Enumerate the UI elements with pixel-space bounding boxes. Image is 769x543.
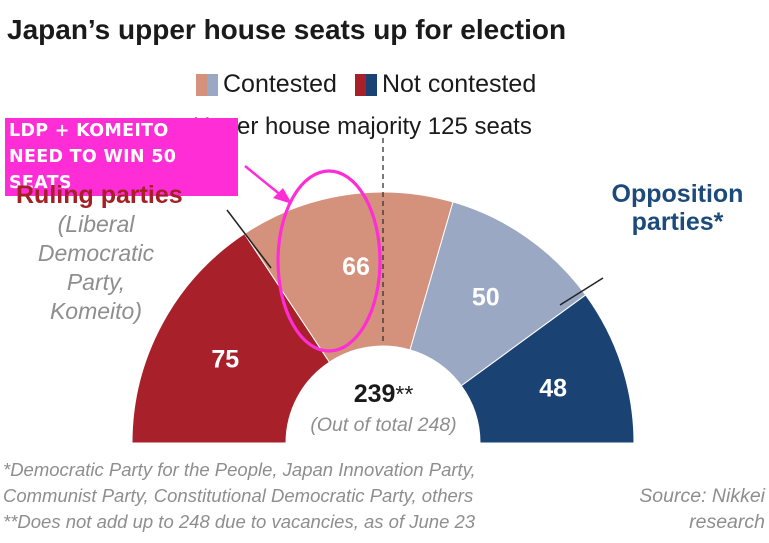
- segment-opposition-contested: [409, 201, 587, 387]
- segment-ruling-contested: [243, 191, 454, 363]
- value-label-opposition-contested: 50: [472, 283, 500, 311]
- ruling-sub-line-1: (Liberal: [57, 211, 135, 237]
- total-seats-subtitle: (Out of total 248): [310, 414, 457, 436]
- ruling-sub-line-4: Komeito): [49, 298, 143, 324]
- opposition-title-line-2: parties*: [631, 208, 724, 236]
- ruling-parties-subtitle: (Liberal Democratic Party, Komeito): [20, 210, 172, 326]
- ruling-sub-line-3: Party,: [66, 269, 126, 295]
- value-label-opposition-not-contested: 48: [539, 374, 567, 402]
- legend-swatch-contested: [196, 73, 218, 96]
- ruling-divider-line: [226, 209, 272, 269]
- annotation-arrow-line: [244, 165, 283, 197]
- chart-segments: [131, 191, 635, 444]
- opposition-divider-line: [559, 277, 604, 306]
- segment-opposition-not-contested: [460, 294, 635, 444]
- source-line-1: Source: Nikkei: [639, 485, 765, 507]
- legend-label-contested: Contested: [223, 70, 337, 98]
- legend-swatch-not-contested: [354, 73, 377, 96]
- annotation-box: LDP + KOMEITO NEED TO WIN 50 SEATS: [5, 118, 238, 196]
- annotation-arrow-head: [273, 188, 292, 204]
- ruling-parties-title: Ruling parties: [16, 181, 183, 209]
- value-labels: 75 66 50 48: [211, 253, 567, 402]
- value-label-ruling-contested: 66: [342, 253, 370, 281]
- majority-label: Upper house majority 125 seats: [193, 113, 532, 140]
- legend-label-not-contested: Not contested: [381, 70, 537, 98]
- opposition-parties-title: Opposition parties*: [600, 180, 755, 236]
- chart-title: Japan’s upper house seats up for electio…: [7, 14, 567, 45]
- annotation-line-2: NEED TO WIN 50 SEATS: [9, 147, 177, 193]
- legend-item-contested: Contested: [196, 70, 337, 99]
- value-label-ruling-not-contested: 75: [211, 345, 239, 373]
- highlight-ellipse: [276, 169, 382, 353]
- ruling-sub-line-2: Democratic: [37, 240, 155, 266]
- footnote-line-1: *Democratic Party for the People, Japan …: [3, 459, 476, 480]
- footnotes: *Democratic Party for the People, Japan …: [3, 457, 476, 535]
- total-seats-value: 239: [353, 380, 396, 408]
- total-seats-footnote-mark: **: [395, 381, 414, 407]
- segment-ruling-not-contested: [131, 233, 331, 444]
- source-line-2: research: [689, 511, 765, 533]
- center-total: 239** (Out of total 248): [296, 380, 471, 437]
- source-note: Source: Nikkei research: [585, 483, 765, 535]
- legend: Contested Not contested: [196, 70, 554, 99]
- footnote-line-2: Communist Party, Constitutional Democrat…: [3, 485, 474, 506]
- opposition-title-line-1: Opposition: [611, 180, 744, 208]
- legend-item-not-contested: Not contested: [354, 70, 537, 99]
- footnote-line-3: **Does not add up to 248 due to vacancie…: [3, 511, 476, 532]
- annotation-line-1: LDP + KOMEITO: [9, 121, 169, 141]
